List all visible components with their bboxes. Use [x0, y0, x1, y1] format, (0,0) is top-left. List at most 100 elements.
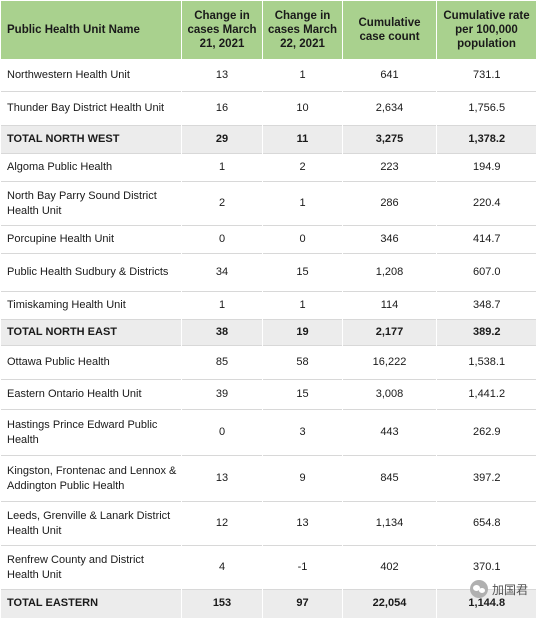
cell-cumulative-rate: 1,756.5 [436, 91, 536, 126]
cell-cumulative-count: 641 [342, 59, 437, 92]
cell-unit-name: Eastern Ontario Health Unit [0, 379, 182, 410]
cell-cumulative-rate: 607.0 [436, 253, 536, 292]
cell-cumulative-rate: 731.1 [436, 59, 536, 92]
header-change-mar22: Change in cases March 22, 2021 [262, 0, 343, 60]
cell-cumulative-count: 22,054 [342, 589, 437, 618]
header-row: Public Health Unit Name Change in cases … [0, 0, 536, 60]
cell-cumulative-count: 286 [342, 181, 437, 226]
cell-change-mar22: 1 [262, 181, 343, 226]
cell-cumulative-rate: 1,538.1 [436, 345, 536, 380]
cell-change-mar22: -1 [262, 545, 343, 590]
cell-cumulative-count: 114 [342, 291, 437, 320]
cell-cumulative-count: 3,275 [342, 125, 437, 154]
cell-change-mar22: 97 [262, 589, 343, 618]
cell-cumulative-count: 1,208 [342, 253, 437, 292]
table-row: Renfrew County and District Health Unit 4… [0, 545, 536, 590]
cell-unit-name: TOTAL NORTH EAST [0, 319, 182, 346]
cell-unit-name: Timiskaming Health Unit [0, 291, 182, 320]
header-cumulative-count: Cumulative case count [342, 0, 437, 60]
cell-cumulative-rate: 370.1 [436, 545, 536, 590]
header-change-mar21: Change in cases March 21, 2021 [181, 0, 263, 60]
cell-cumulative-rate: 1,378.2 [436, 125, 536, 154]
cell-unit-name: Northwestern Health Unit [0, 59, 182, 92]
cell-unit-name: Kingston, Frontenac and Lennox & Addingt… [0, 455, 182, 502]
cell-change-mar21: 153 [181, 589, 263, 618]
cell-cumulative-rate: 1,441.2 [436, 379, 536, 410]
cell-unit-name: TOTAL EASTERN [0, 589, 182, 618]
cell-change-mar21: 12 [181, 501, 263, 546]
table-row: Eastern Ontario Health Unit 39 15 3,008 1,44… [0, 379, 536, 410]
cell-cumulative-rate: 220.4 [436, 181, 536, 226]
table-row: Hastings Prince Edward Public Health 0 3 44… [0, 409, 536, 456]
table-row: Public Health Sudbury & Districts 34 15 1,2… [0, 253, 536, 292]
cell-unit-name: North Bay Parry Sound District Health Un… [0, 181, 182, 226]
total-row: TOTAL EASTERN 153 97 22,054 1,144.8 [0, 589, 536, 618]
cell-change-mar22: 3 [262, 409, 343, 456]
table-row: Timiskaming Health Unit 1 1 114 348.7 [0, 291, 536, 320]
cell-unit-name: Renfrew County and District Health Unit [0, 545, 182, 590]
table-row: Leeds, Grenville & Lanark District Healt… [0, 501, 536, 546]
table-row: Thunder Bay District Health Unit 16 10 2,63… [0, 91, 536, 126]
cell-unit-name: Algoma Public Health [0, 153, 182, 182]
header-cumulative-rate: Cumulative rate per 100,000 population [436, 0, 536, 60]
wechat-icon [469, 580, 488, 598]
watermark: 加国君 [469, 580, 528, 598]
cell-cumulative-count: 2,177 [342, 319, 437, 346]
cell-cumulative-count: 443 [342, 409, 437, 456]
cell-cumulative-rate: 414.7 [436, 225, 536, 254]
cell-change-mar22: 10 [262, 91, 343, 126]
cell-change-mar21: 2 [181, 181, 263, 226]
cell-change-mar21: 39 [181, 379, 263, 410]
table-row: North Bay Parry Sound District Health Un… [0, 181, 536, 226]
cell-cumulative-count: 1,134 [342, 501, 437, 546]
cell-change-mar21: 1 [181, 291, 263, 320]
cell-unit-name: Public Health Sudbury & Districts [0, 253, 182, 292]
header-unit-name: Public Health Unit Name [0, 0, 182, 60]
cell-change-mar22: 15 [262, 253, 343, 292]
total-row: TOTAL NORTH WEST 29 11 3,275 1,378.2 [0, 125, 536, 154]
cell-cumulative-count: 16,222 [342, 345, 437, 380]
cell-change-mar21: 0 [181, 409, 263, 456]
table-row: Algoma Public Health 1 2 223 194.9 [0, 153, 536, 182]
cell-cumulative-count: 223 [342, 153, 437, 182]
cell-unit-name: Hastings Prince Edward Public Health [0, 409, 182, 456]
cell-cumulative-count: 346 [342, 225, 437, 254]
cell-change-mar22: 15 [262, 379, 343, 410]
cell-change-mar21: 34 [181, 253, 263, 292]
watermark-text: 加国君 [491, 582, 528, 597]
cell-change-mar22: 9 [262, 455, 343, 502]
cell-change-mar22: 1 [262, 291, 343, 320]
cell-change-mar21: 0 [181, 225, 263, 254]
total-row: TOTAL NORTH EAST 38 19 2,177 389.2 [0, 319, 536, 346]
cell-unit-name: Thunder Bay District Health Unit [0, 91, 182, 126]
table-row: Ottawa Public Health 85 58 16,222 1,538.1 [0, 345, 536, 380]
cell-unit-name: Leeds, Grenville & Lanark District Healt… [0, 501, 182, 546]
table-body: Northwestern Health Unit 13 1 641 731.1 Thund… [0, 59, 536, 618]
cell-change-mar22: 1 [262, 59, 343, 92]
cell-change-mar22: 11 [262, 125, 343, 154]
cell-cumulative-rate: 348.7 [436, 291, 536, 320]
table-row: Porcupine Health Unit 0 0 346 414.7 [0, 225, 536, 254]
cell-change-mar21: 13 [181, 59, 263, 92]
cell-unit-name: Ottawa Public Health [0, 345, 182, 380]
cell-change-mar22: 19 [262, 319, 343, 346]
cell-cumulative-rate: 194.9 [436, 153, 536, 182]
table-row: Northwestern Health Unit 13 1 641 731.1 [0, 59, 536, 92]
cell-cumulative-rate: 397.2 [436, 455, 536, 502]
cell-cumulative-rate: 654.8 [436, 501, 536, 546]
cell-change-mar22: 2 [262, 153, 343, 182]
cell-cumulative-rate: 262.9 [436, 409, 536, 456]
cell-cumulative-rate: 389.2 [436, 319, 536, 346]
table-row: Kingston, Frontenac and Lennox & Addingt… [0, 455, 536, 502]
cell-change-mar22: 58 [262, 345, 343, 380]
cell-cumulative-count: 402 [342, 545, 437, 590]
cell-cumulative-count: 2,634 [342, 91, 437, 126]
cell-change-mar22: 0 [262, 225, 343, 254]
cell-change-mar21: 29 [181, 125, 263, 154]
cell-change-mar21: 4 [181, 545, 263, 590]
cell-unit-name: Porcupine Health Unit [0, 225, 182, 254]
cell-change-mar21: 16 [181, 91, 263, 126]
cell-change-mar21: 13 [181, 455, 263, 502]
